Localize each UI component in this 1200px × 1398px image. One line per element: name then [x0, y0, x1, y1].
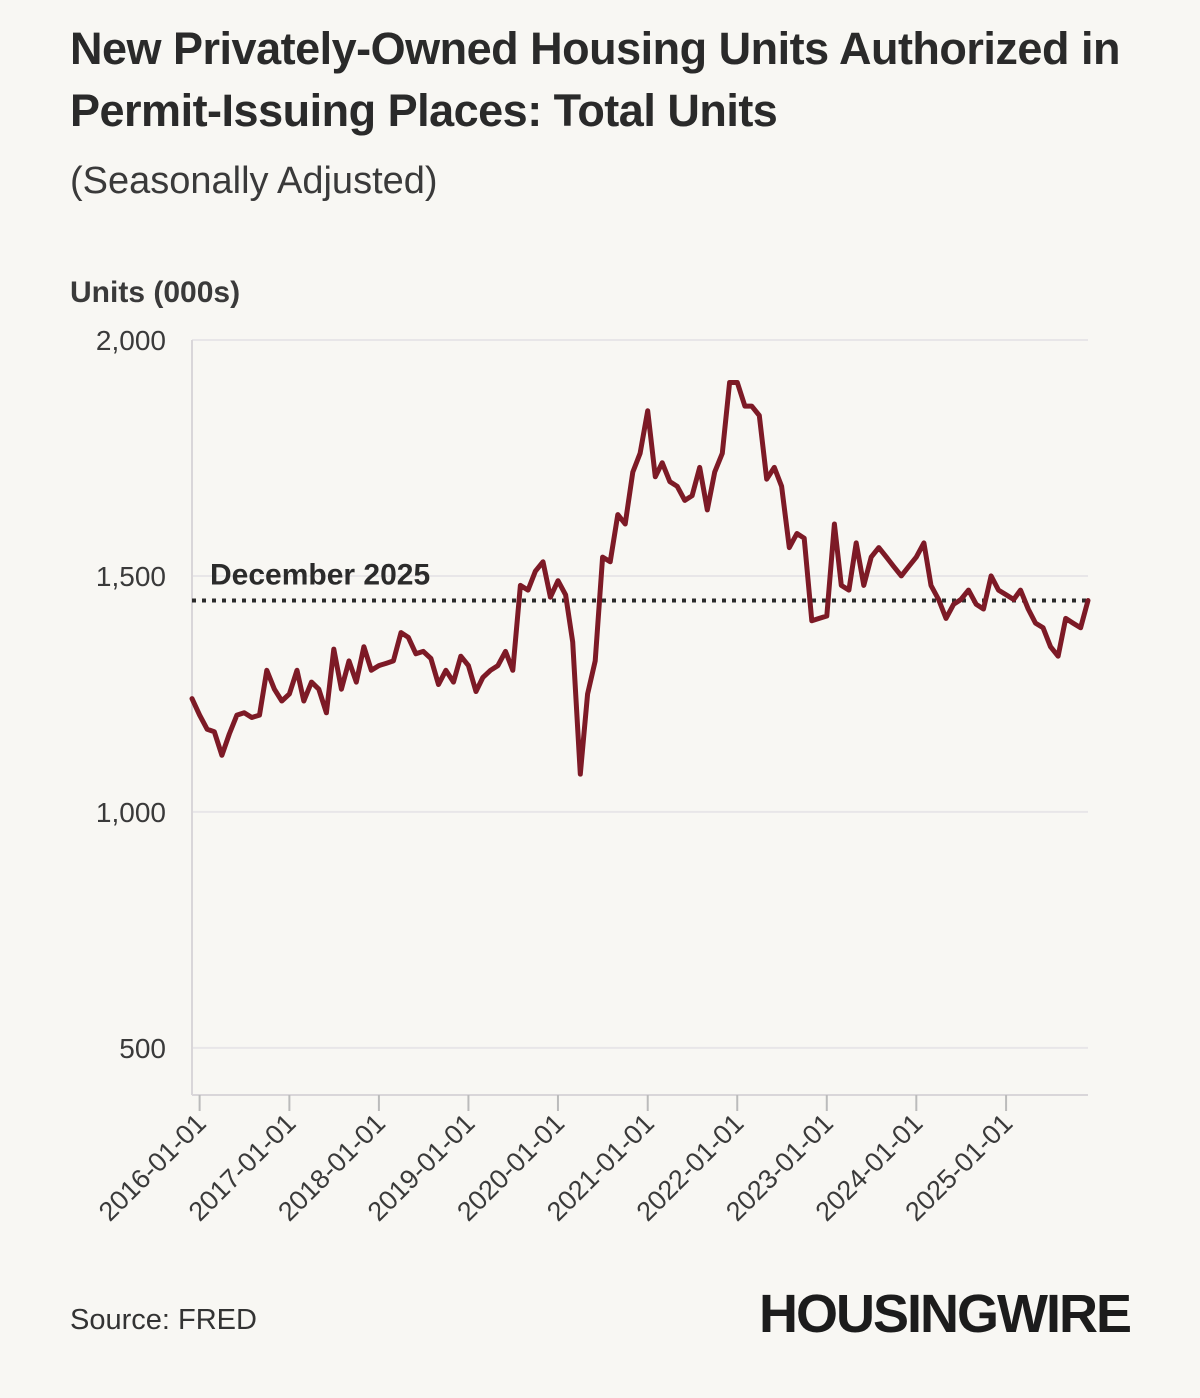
series-line: [189, 380, 1091, 777]
y-tick-label: 1,000: [96, 797, 166, 828]
reference-line-label: December 2025: [210, 558, 430, 591]
housingwire-logo: HOUSINGWIRE: [758, 1284, 1132, 1344]
y-tick-label: 500: [119, 1033, 166, 1064]
y-axis-label: Units (000s): [70, 276, 241, 309]
chart-subtitle: (Seasonally Adjusted): [70, 160, 438, 202]
chart-title: New Privately-Owned Housing Units Author…: [70, 23, 1120, 136]
y-tick-label: 1,500: [96, 561, 166, 592]
y-tick-label: 2,000: [96, 325, 166, 356]
source-note: Source: FRED: [70, 1304, 257, 1336]
